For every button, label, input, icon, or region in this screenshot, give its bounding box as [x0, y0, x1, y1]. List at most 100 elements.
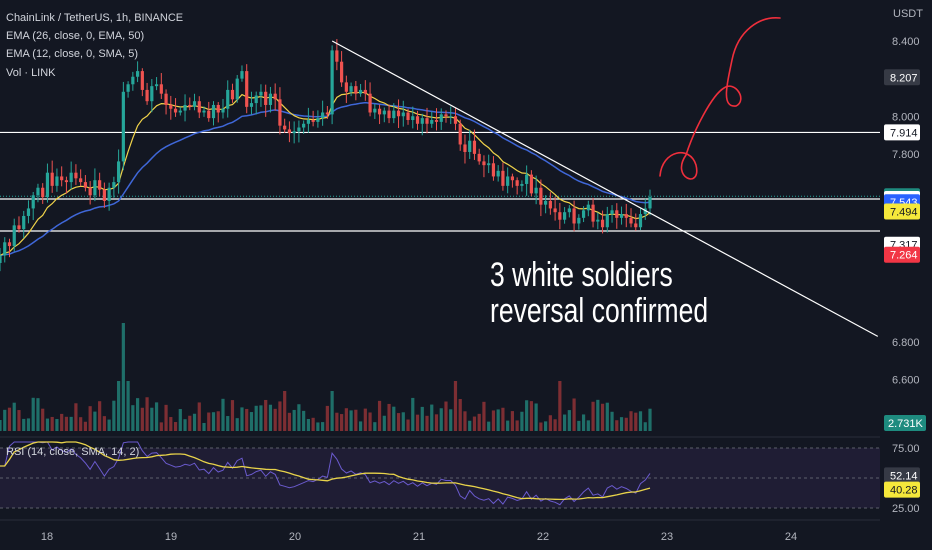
candle-body	[624, 214, 628, 218]
volume-bar	[55, 419, 59, 431]
candle-body	[634, 223, 638, 228]
volume-bar	[553, 419, 557, 431]
candle-body	[415, 116, 420, 124]
time-tick-label: 24	[785, 531, 797, 543]
volume-bar	[558, 381, 562, 431]
candle-body	[562, 212, 567, 220]
volume-bar	[415, 414, 420, 431]
rsi-tick-label: 25.00	[892, 503, 920, 515]
volume-bar	[93, 411, 97, 431]
candle-body	[643, 208, 647, 215]
volume-bar	[102, 416, 106, 431]
volume-bar	[159, 422, 163, 431]
volume-bar	[140, 407, 144, 431]
volume-bar	[544, 421, 548, 431]
volume-bar	[178, 409, 182, 431]
trendline[interactable]	[331, 40, 879, 337]
ema-12-legend[interactable]: EMA (12, close, 0, SMA, 5)	[6, 48, 139, 60]
volume-bar	[7, 407, 12, 431]
price-tick-label: 8.400	[892, 36, 920, 48]
candle-body	[515, 180, 519, 186]
candle-body	[396, 110, 401, 117]
volume-bar	[306, 418, 310, 431]
volume-bar	[406, 419, 410, 431]
volume-bar	[36, 398, 40, 431]
candle-body	[79, 178, 83, 183]
volume-bar	[321, 422, 325, 431]
rsi-tick-label: 75.00	[892, 443, 920, 455]
volume-bar	[382, 415, 386, 431]
volume-legend[interactable]: Vol · LINK	[6, 67, 56, 79]
volume-bar	[150, 407, 154, 431]
ema-26-legend[interactable]: EMA (26, close, 0, EMA, 50)	[6, 30, 145, 42]
volume-bar	[643, 422, 647, 431]
candle-body	[74, 172, 78, 179]
volume-bar	[572, 398, 576, 431]
candle-body	[107, 187, 111, 201]
candle-body	[240, 71, 244, 79]
volume-bar	[325, 405, 329, 431]
candle-body	[335, 50, 339, 62]
candle-body	[83, 182, 88, 188]
candle-body	[192, 101, 197, 107]
candle-body	[302, 123, 306, 128]
volume-label-text: 2.731K	[888, 418, 924, 430]
candle-body	[41, 187, 45, 198]
candle-body	[188, 104, 192, 107]
volume-bar	[501, 407, 505, 431]
candle-body	[245, 71, 249, 107]
candle-body	[544, 200, 548, 205]
volume-bar	[562, 414, 567, 431]
volume-bar	[145, 397, 149, 431]
volume-bar	[50, 416, 54, 431]
candle-body	[572, 208, 576, 224]
candle-body	[31, 195, 35, 209]
descending-trendline	[331, 40, 879, 337]
candle-body	[230, 89, 235, 100]
volume-bar	[496, 409, 500, 431]
volume-bar	[648, 408, 652, 431]
candle-body	[472, 140, 477, 154]
price-tick-label: 6.600	[892, 375, 920, 387]
candle-body	[140, 71, 144, 90]
candle-body	[444, 114, 448, 117]
candle-body	[154, 84, 159, 87]
candle-body	[306, 120, 310, 124]
candle-body	[259, 91, 263, 96]
candle-body	[221, 108, 225, 113]
candle-body	[487, 163, 491, 166]
volume-bar	[192, 413, 197, 431]
volume-bar	[638, 411, 643, 431]
volume-bar	[605, 402, 609, 431]
volume-bar	[131, 405, 135, 431]
candle-body	[567, 208, 571, 213]
candle-body	[268, 93, 273, 105]
volume-bar	[510, 411, 515, 431]
volume-bar	[126, 381, 130, 431]
volume-bar	[534, 403, 538, 431]
price-label-text: 7.494	[890, 206, 918, 218]
rsi-legend[interactable]: RSI (14, close, SMA, 14, 2)	[6, 446, 140, 458]
volume-bar	[268, 404, 273, 431]
candle-body	[121, 91, 125, 162]
volume-bar	[472, 416, 477, 431]
volume-bar	[624, 417, 628, 431]
candle-body	[183, 104, 187, 111]
candle-body	[363, 89, 367, 94]
volume-bar	[226, 416, 230, 431]
symbol-title[interactable]: ChainLink / TetherUS, 1h, BINANCE	[6, 12, 184, 24]
rsi-panel	[0, 436, 880, 509]
volume-bar	[173, 422, 178, 431]
candle-body	[520, 183, 524, 186]
candle-body	[605, 214, 609, 228]
candle-body	[321, 112, 325, 119]
candle-body	[98, 180, 102, 190]
volume-bar	[154, 402, 159, 431]
candle-body	[525, 174, 529, 184]
volume-bar	[629, 411, 633, 431]
volume-bar	[221, 398, 225, 431]
candle-body	[36, 187, 40, 196]
volume-bar	[596, 399, 600, 431]
